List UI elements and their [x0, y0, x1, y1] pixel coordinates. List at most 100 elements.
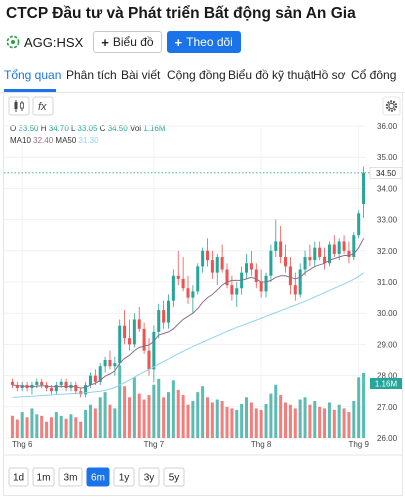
- volume-bar: [318, 406, 322, 438]
- candle-body: [15, 384, 19, 389]
- candle: [308, 244, 312, 267]
- candle: [210, 250, 214, 279]
- range-button-label: 1m: [37, 473, 51, 484]
- candle: [245, 253, 249, 279]
- candle: [74, 381, 78, 395]
- tab-shareholders[interactable]: Cổ đông: [351, 68, 397, 82]
- volume-bar: [25, 417, 29, 438]
- candle-body: [201, 250, 205, 267]
- candle: [293, 272, 297, 301]
- range-button-frame: [113, 467, 135, 487]
- tab-overview[interactable]: Tổng quan: [4, 68, 62, 82]
- candle-body: [98, 366, 102, 382]
- volume-bar: [103, 392, 107, 438]
- time-tick-label: Thg 6: [12, 440, 33, 449]
- chart-type-button[interactable]: [8, 96, 30, 116]
- candle-body: [142, 328, 146, 351]
- candle: [157, 303, 161, 339]
- candle-body: [327, 244, 331, 264]
- candle-body: [288, 266, 292, 286]
- range-button-label: 6m: [91, 473, 105, 484]
- tab-analysis[interactable]: Phân tích: [66, 68, 117, 82]
- range-button-label: 1d: [13, 473, 24, 484]
- candle: [10, 378, 14, 389]
- active-tab-indicator: [4, 89, 56, 92]
- candle-body: [54, 384, 58, 392]
- candle: [220, 244, 224, 273]
- volume-bar: [337, 404, 341, 438]
- price-axis: 36.00 35.00 34.00 33.00 32.00 31.00 30.00 29.00…: [377, 122, 398, 443]
- range-button-1d[interactable]: 1d: [8, 467, 29, 487]
- range-selector: 1d 1m 3m 6m 1y 3y 5y: [8, 467, 185, 487]
- tab-community[interactable]: Cộng đồng: [167, 68, 226, 82]
- candle-body: [137, 319, 141, 329]
- candle-body: [215, 257, 219, 273]
- svg-text:34.50: 34.50: [376, 169, 397, 178]
- volume-bar: [137, 393, 141, 438]
- volume-bar: [245, 397, 249, 438]
- candle-body: [235, 288, 239, 295]
- volume-bar: [254, 408, 258, 438]
- tab-profile[interactable]: Hồ sơ: [313, 68, 346, 82]
- candle-body: [191, 291, 195, 298]
- candle: [342, 235, 346, 254]
- chart-grid: [4, 125, 366, 439]
- candle-body: [40, 381, 44, 385]
- ma50-line: [12, 272, 364, 398]
- volume-bar: [84, 409, 88, 438]
- range-button-5y[interactable]: 5y: [163, 467, 185, 487]
- candle-body: [64, 381, 68, 389]
- last-price-tag: 34.50: [369, 167, 403, 179]
- range-button-3y[interactable]: 3y: [138, 467, 160, 487]
- candle: [284, 244, 288, 273]
- follow-button[interactable]: + Theo dõi: [166, 31, 241, 53]
- candle-body: [10, 381, 14, 385]
- range-button-label: 3y: [144, 473, 155, 484]
- price-tick-label: 26.00: [377, 434, 398, 443]
- time-tick-label: Thg 8: [251, 440, 272, 449]
- candle-body: [269, 250, 273, 276]
- volume-bar: [20, 412, 24, 438]
- volume-bar: [288, 404, 292, 438]
- volume-bar: [342, 408, 346, 438]
- follow-button-label: Theo dõi: [186, 35, 233, 49]
- candle: [303, 250, 307, 276]
- volume-bar: [284, 402, 288, 438]
- candle-body: [342, 241, 346, 251]
- candle: [103, 356, 107, 373]
- volume-bar: [352, 401, 356, 438]
- volume-bar: [49, 417, 53, 438]
- range-button-1y[interactable]: 1y: [113, 467, 135, 487]
- volume-bar: [210, 402, 214, 438]
- range-button-3m[interactable]: 3m: [58, 467, 83, 487]
- candle: [64, 378, 68, 392]
- indicator-button[interactable]: fx: [32, 96, 54, 116]
- candle: [108, 350, 112, 370]
- candle: [259, 269, 263, 298]
- tab-articles[interactable]: Bài viết: [121, 68, 161, 82]
- candle-body: [166, 300, 171, 323]
- volume-bar: [166, 392, 171, 438]
- chart-button[interactable]: + Biểu đồ: [93, 31, 162, 53]
- volume-bar: [259, 409, 263, 438]
- volume-bar: [127, 397, 131, 438]
- volume-bar: [35, 414, 39, 438]
- volume-bar: [303, 397, 307, 438]
- candle: [181, 257, 185, 292]
- candle-body: [123, 325, 127, 339]
- chart-settings-button[interactable]: [382, 96, 401, 116]
- range-button-1m[interactable]: 1m: [32, 467, 55, 487]
- range-button-label: 5y: [169, 473, 180, 484]
- volume-bar: [79, 421, 83, 438]
- range-button-6m[interactable]: 6m: [86, 467, 110, 487]
- candle-body: [181, 278, 185, 289]
- volume-bar: [40, 415, 44, 438]
- candle-body: [225, 269, 229, 286]
- candle-body: [347, 250, 351, 258]
- tab-technical-chart[interactable]: Biểu đồ kỹ thuật: [228, 68, 315, 82]
- volume-bar: [10, 415, 14, 438]
- candle-body: [59, 381, 63, 385]
- price-tick-label: 33.00: [377, 216, 398, 225]
- volume-bar: [123, 386, 127, 438]
- price-tick-label: 30.00: [377, 309, 398, 318]
